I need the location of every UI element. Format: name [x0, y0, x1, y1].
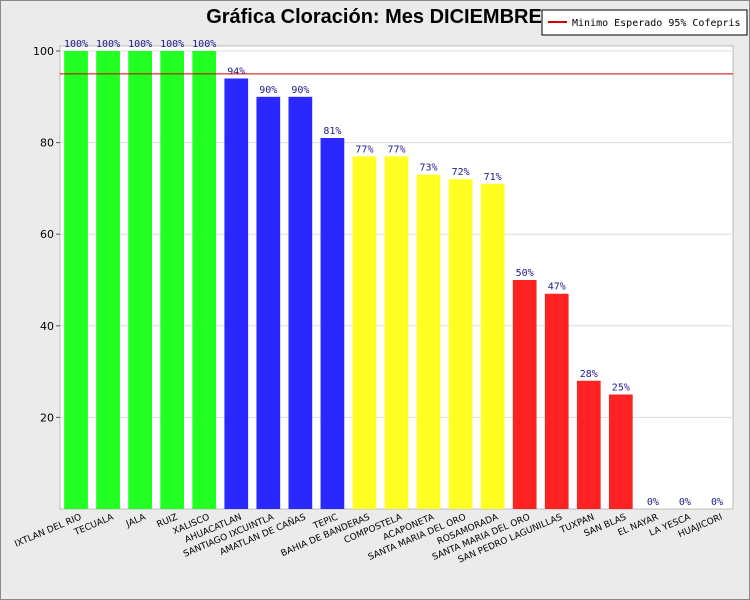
bar [64, 51, 88, 509]
data-label: 77% [355, 144, 373, 155]
y-tick-label: 100 [33, 45, 54, 58]
chart-title: Gráfica Cloración: Mes DICIEMBRE [206, 6, 542, 28]
x-tick-label: IXTLAN DEL RIO [13, 513, 83, 550]
y-tick-label: 60 [40, 228, 54, 241]
data-label: 100% [192, 39, 216, 50]
data-label: 81% [323, 126, 341, 137]
bar [448, 179, 473, 510]
bar [128, 51, 152, 509]
bars [64, 51, 633, 510]
data-label: 94% [227, 66, 245, 77]
data-label: 0% [647, 497, 659, 508]
bar [384, 156, 409, 509]
data-labels: 100% 100% 100% 100% 100% 94% 90% 90% 81% 77% 77% 73… [64, 39, 723, 508]
bar [224, 78, 249, 509]
x-tick-label: JALA [124, 512, 148, 530]
data-label: 72% [452, 167, 470, 178]
data-label: 0% [679, 497, 691, 508]
y-axis: 20 40 60 80 100 [33, 45, 60, 424]
data-label: 100% [64, 39, 88, 50]
data-label: 71% [484, 172, 502, 183]
data-label: 0% [711, 497, 723, 508]
legend-box [541, 9, 748, 36]
data-label: 47% [548, 282, 566, 293]
legend-label: Minimo Esperado 95% Cofepris [572, 18, 741, 29]
data-label: 100% [160, 39, 184, 50]
bar [192, 51, 217, 509]
bar [608, 394, 633, 509]
bar [512, 280, 537, 509]
data-label: 77% [387, 144, 405, 155]
data-label: 73% [420, 163, 438, 174]
y-tick-label: 20 [40, 411, 54, 424]
bar [416, 174, 441, 509]
data-label: 90% [291, 85, 309, 96]
bar [256, 96, 281, 510]
bar [480, 183, 505, 509]
data-label: 90% [259, 85, 277, 96]
data-label: 28% [580, 369, 598, 380]
legend: Minimo Esperado 95% Cofepris [541, 9, 748, 36]
bar [576, 380, 601, 509]
bar [288, 96, 313, 510]
y-tick-label: 40 [40, 320, 54, 333]
data-label: 25% [612, 383, 630, 394]
bar [320, 138, 345, 509]
bar [544, 293, 569, 509]
data-label: 50% [516, 268, 534, 279]
data-label: 100% [128, 39, 152, 50]
data-label: 100% [96, 39, 120, 50]
bar [160, 51, 185, 509]
bar [352, 156, 377, 509]
y-tick-label: 80 [40, 137, 54, 150]
bar [96, 51, 120, 509]
